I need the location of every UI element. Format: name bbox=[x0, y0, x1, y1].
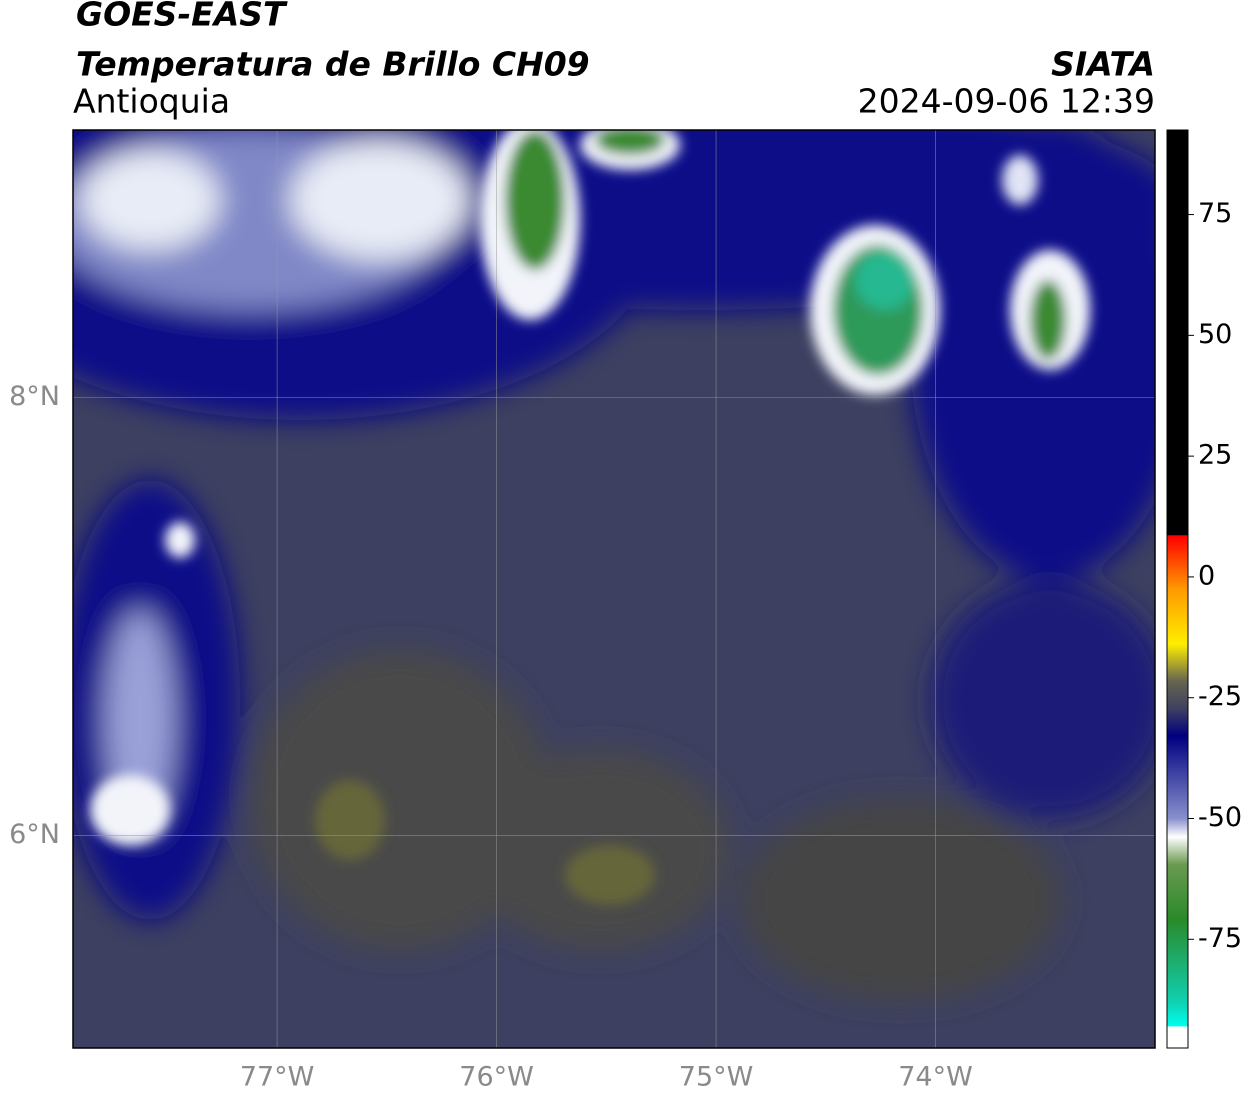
title: GOES-EAST bbox=[76, 0, 288, 34]
grid bbox=[73, 130, 1155, 1048]
x-tick-label: 77°W bbox=[240, 1062, 315, 1093]
subtitle: Temperatura de Brillo CH09 bbox=[76, 45, 590, 84]
colorbar-tick-label: -25 bbox=[1198, 681, 1242, 712]
x-tick-label: 75°W bbox=[679, 1062, 754, 1093]
colorbar-tick-label: 50 bbox=[1198, 319, 1232, 350]
colorbar-tick-label: 25 bbox=[1198, 440, 1232, 471]
x-tick-label: 74°W bbox=[898, 1062, 973, 1093]
colorbar-tick-label: 75 bbox=[1198, 198, 1232, 229]
x-tick-label: 76°W bbox=[459, 1062, 534, 1093]
timestamp: 2024-09-06 12:39 bbox=[858, 82, 1155, 121]
colorbar-tick-label: -75 bbox=[1198, 923, 1242, 954]
colorbar-tick-label: -50 bbox=[1198, 802, 1242, 833]
map-imagery bbox=[73, 130, 1155, 1048]
map-frame bbox=[72, 129, 1156, 1049]
region: Antioquia bbox=[73, 82, 230, 121]
colorbar bbox=[1166, 129, 1189, 1049]
y-tick-label: 8°N bbox=[9, 381, 60, 412]
source: SIATA bbox=[1051, 45, 1155, 84]
colorbar-tick-label: 0 bbox=[1198, 560, 1215, 591]
y-tick-label: 6°N bbox=[9, 819, 60, 850]
